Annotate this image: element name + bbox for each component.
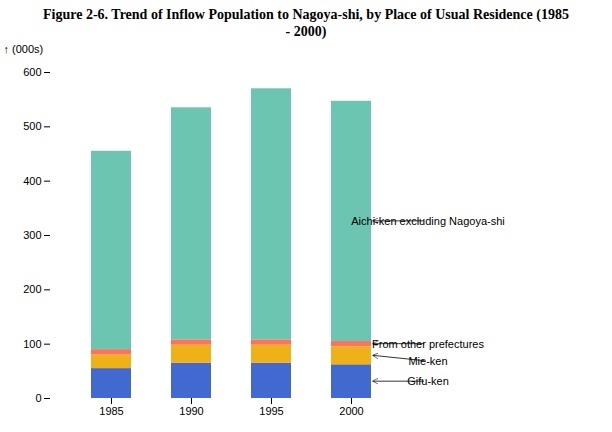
svg-text:1985: 1985	[99, 405, 123, 417]
svg-text:↑ (000s): ↑ (000s)	[4, 43, 44, 55]
svg-text:300: 300	[23, 229, 41, 241]
svg-text:100: 100	[23, 338, 41, 350]
svg-text:Aichi-ken excluding Nagoya-shi: Aichi-ken excluding Nagoya-shi	[351, 215, 504, 227]
svg-text:2000: 2000	[339, 405, 363, 417]
svg-text:0: 0	[35, 392, 41, 404]
svg-text:1995: 1995	[259, 405, 283, 417]
svg-text:Mie-ken: Mie-ken	[408, 355, 447, 367]
svg-text:600: 600	[23, 66, 41, 78]
svg-text:Gifu-ken: Gifu-ken	[407, 375, 449, 387]
svg-text:From other prefectures: From other prefectures	[372, 338, 484, 350]
html-text:Figure 2-6. Trend of Inflow Po: Figure 2-6. Trend of Inflow Population t…	[43, 7, 569, 39]
svg-text:200: 200	[23, 283, 41, 295]
svg-text:400: 400	[23, 175, 41, 187]
svg-text:500: 500	[23, 120, 41, 132]
svg-text:1990: 1990	[179, 405, 203, 417]
